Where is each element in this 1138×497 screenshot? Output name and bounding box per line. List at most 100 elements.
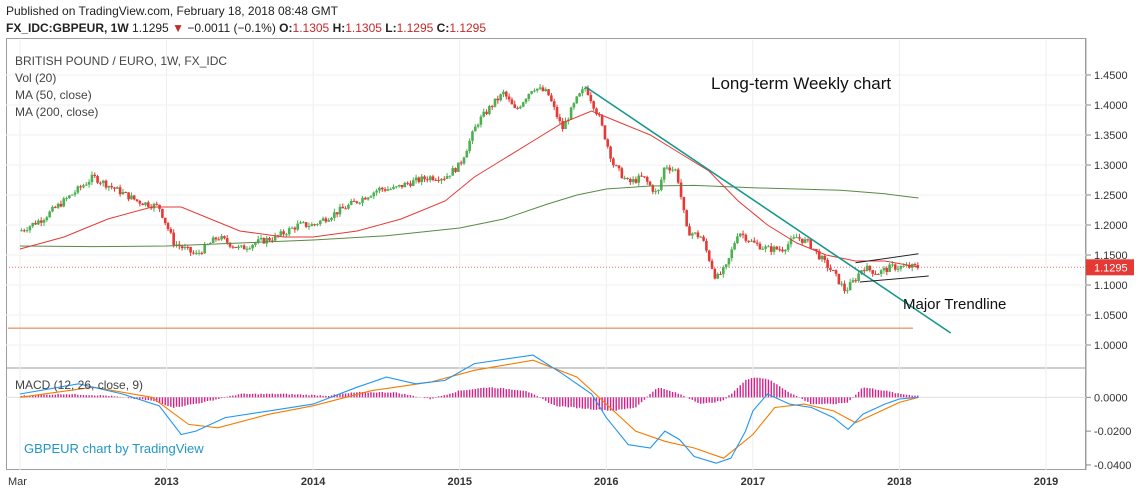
candle-body <box>107 185 111 188</box>
candle-body <box>256 239 260 243</box>
candle-body <box>285 234 288 236</box>
candle-body <box>37 220 40 225</box>
y-tick-label: 1.2000 <box>1094 220 1128 232</box>
candle-body <box>203 244 206 254</box>
candle-body <box>575 96 579 104</box>
candle-body <box>231 246 235 248</box>
candle-body <box>152 203 156 209</box>
candle-body <box>676 169 680 183</box>
candle-body <box>882 268 886 271</box>
candle-body <box>530 91 533 94</box>
candle-body <box>172 232 175 246</box>
candle-body <box>62 198 66 207</box>
candle-body <box>668 167 672 171</box>
candle-body <box>228 242 232 247</box>
candle-body <box>349 200 353 205</box>
candle-body <box>25 230 29 232</box>
candle-body <box>502 91 505 95</box>
legend-macd[interactable]: MACD (12, 26, close, 9) <box>15 378 144 392</box>
candle-body <box>840 283 844 285</box>
candle-body <box>132 195 136 200</box>
candle-body <box>209 242 212 245</box>
candle-body <box>696 232 700 238</box>
candle-body <box>296 223 299 230</box>
candle-body <box>130 195 133 200</box>
candle-body <box>364 197 367 200</box>
candle-body <box>428 176 432 181</box>
y-tick-label: 1.3500 <box>1094 130 1128 142</box>
macd-tick-label: -0.0400 <box>1094 460 1131 472</box>
candle-body <box>488 106 491 114</box>
candle-body <box>169 229 173 233</box>
y-tick-label: 1.3000 <box>1094 160 1128 172</box>
candle-body <box>744 234 748 241</box>
legend-ma50[interactable]: MA (50, close) <box>15 88 92 102</box>
symbol-quote-line: FX_IDC:GBPEUR, 1W 1.1295 ▼ −0.0011 (−0.1… <box>6 21 486 35</box>
candle-body <box>761 248 765 250</box>
candle-body <box>259 238 263 240</box>
candle-body <box>691 233 694 236</box>
candle-body <box>194 252 198 254</box>
candle-body <box>654 191 657 193</box>
candle-body <box>82 185 85 188</box>
candle-body <box>733 243 736 250</box>
macd-tick-label: -0.0200 <box>1094 426 1131 438</box>
candle-body <box>53 206 57 208</box>
x-tick-label: Mar <box>8 476 27 488</box>
candle-body <box>609 146 612 159</box>
legend-vol[interactable]: Vol (20) <box>15 71 57 85</box>
candle-body <box>871 270 875 274</box>
candle-body <box>479 116 483 125</box>
wedge-upper-line <box>855 253 919 264</box>
candle-body <box>795 237 798 239</box>
candle-body <box>144 202 147 206</box>
candle-body <box>800 238 804 243</box>
candle-body <box>471 131 474 141</box>
candle-body <box>629 179 632 183</box>
candle-body <box>96 176 99 183</box>
tradingview-credit[interactable]: GBPEUR chart by TradingView <box>24 441 204 456</box>
candle-body <box>42 220 46 223</box>
candle-body <box>245 248 249 250</box>
ma50-line <box>19 110 919 268</box>
candle-body <box>397 184 401 187</box>
candle-body <box>271 240 274 242</box>
candle-body <box>888 264 891 273</box>
candle-body <box>507 96 511 100</box>
candle-body <box>39 220 43 223</box>
candle-body <box>101 180 105 183</box>
candle-body <box>643 176 646 178</box>
candle-body <box>113 187 116 189</box>
candle-body <box>116 187 119 189</box>
candle-body <box>657 189 660 192</box>
x-tick-label: 2017 <box>741 476 765 488</box>
candle-body <box>803 239 807 243</box>
candle-body <box>572 103 576 108</box>
candle-body <box>155 203 159 205</box>
candle-body <box>648 181 652 186</box>
candle-body <box>848 282 852 291</box>
candle-body <box>716 273 719 279</box>
candle-body <box>457 162 460 172</box>
candle-body <box>234 246 237 248</box>
candle-body <box>710 260 714 269</box>
price-change: −0.0011 (−0.1%) <box>187 21 276 35</box>
candle-body <box>90 174 94 183</box>
major-trendline <box>585 86 952 334</box>
candle-body <box>313 224 316 226</box>
candle-body <box>28 226 32 231</box>
candle-body <box>417 177 421 183</box>
candle-body <box>163 217 167 224</box>
candle-body <box>454 168 457 172</box>
macd-line <box>19 354 919 464</box>
candle-body <box>651 185 655 192</box>
candle-body <box>459 162 463 164</box>
low-value: 1.1295 <box>396 21 434 35</box>
candle-body <box>262 238 266 244</box>
candle-body <box>634 179 638 183</box>
legend-ma200[interactable]: MA (200, close) <box>15 105 99 119</box>
candle-body <box>815 249 818 252</box>
candle-body <box>547 89 550 96</box>
x-tick-label: 2019 <box>1034 476 1058 488</box>
